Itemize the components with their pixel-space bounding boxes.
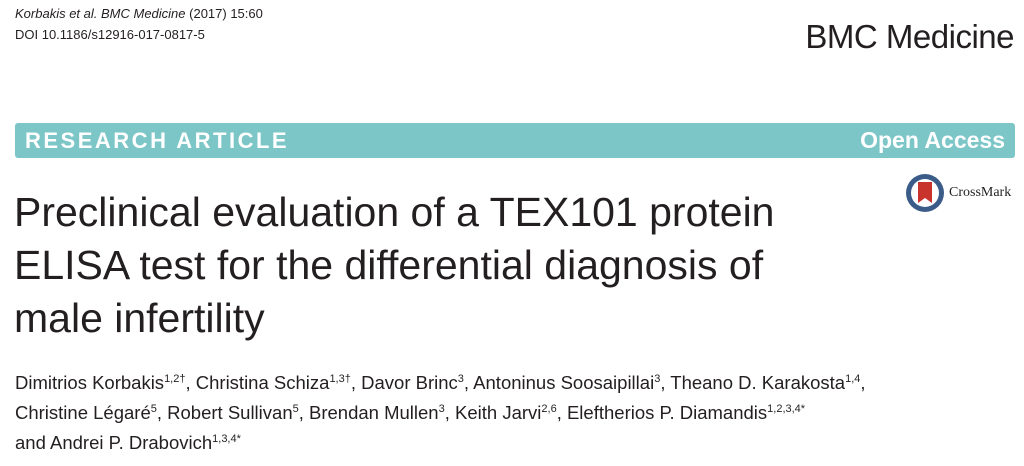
separator: ,	[185, 372, 191, 394]
separator: ,	[556, 402, 562, 424]
separator: ,	[463, 372, 470, 394]
affiliation: 2,6	[541, 403, 557, 416]
journal-name: BMC Medicine	[805, 18, 1014, 55]
title: Preclinical evaluation of a TEX101 prote…	[14, 186, 774, 345]
author-name: Christine Légaré	[15, 402, 151, 424]
journal-ref: Korbakis et al. BMC Medicine	[15, 6, 186, 21]
open-access: Open Access	[860, 127, 1005, 153]
affiliation: 1,2†	[164, 373, 186, 385]
article-type: RESEARCH ARTICLE	[25, 128, 290, 153]
author-name: Christina Schiza	[195, 372, 330, 394]
conjunction: and	[15, 432, 46, 454]
separator: ,	[156, 402, 163, 424]
title-line: Preclinical evaluation of a TEX101 prote…	[14, 189, 775, 235]
author-name: Davor Brinc	[361, 372, 458, 394]
year-volume: (2017) 15:60	[189, 6, 263, 21]
separator: ,	[860, 372, 866, 394]
crossmark-label: CrossMark	[949, 185, 1012, 200]
author-name: Theano D. Karakosta	[670, 372, 846, 394]
title-line: male infertility	[14, 295, 265, 341]
crossmark[interactable]: CrossMark	[905, 173, 1011, 213]
affiliation: 1,2,3,4*	[767, 403, 806, 416]
banner: RESEARCH ARTICLE Open Access	[15, 123, 1015, 158]
affiliation: 3	[654, 373, 661, 385]
affiliation: 3	[438, 403, 445, 416]
affiliation: 3	[457, 373, 464, 385]
author-name: Antoninus Soosaipillai	[473, 372, 655, 394]
author-name: Brendan Mullen	[309, 402, 439, 424]
separator: ,	[660, 372, 666, 394]
citation: Korbakis et al. BMC Medicine (2017) 15:6…	[15, 6, 263, 21]
affiliation: 1,3†	[329, 373, 351, 385]
separator: ,	[298, 402, 304, 424]
author-name: Keith Jarvi	[455, 402, 542, 424]
author-name: Robert Sullivan	[167, 402, 293, 424]
author-name: Eleftherios P. Diamandis	[566, 402, 768, 424]
author-name: Dimitrios Korbakis	[15, 372, 165, 394]
title-line: ELISA test for the differential diagnosi…	[14, 242, 764, 288]
separator: ,	[350, 372, 356, 394]
author-list: Dimitrios Korbakis1,2†, Christina Schiza…	[15, 366, 866, 456]
crossmark-logo	[906, 174, 944, 212]
affiliation: 1,4	[845, 373, 861, 385]
affiliation: 5	[292, 403, 299, 416]
separator: ,	[444, 402, 450, 424]
author-name: Andrei P. Drabovich	[50, 432, 213, 454]
affiliation: 1,3,4*	[212, 433, 241, 446]
doi: DOI 10.1186/s12916-017-0817-5	[15, 27, 205, 42]
affiliation: 5	[150, 403, 157, 416]
